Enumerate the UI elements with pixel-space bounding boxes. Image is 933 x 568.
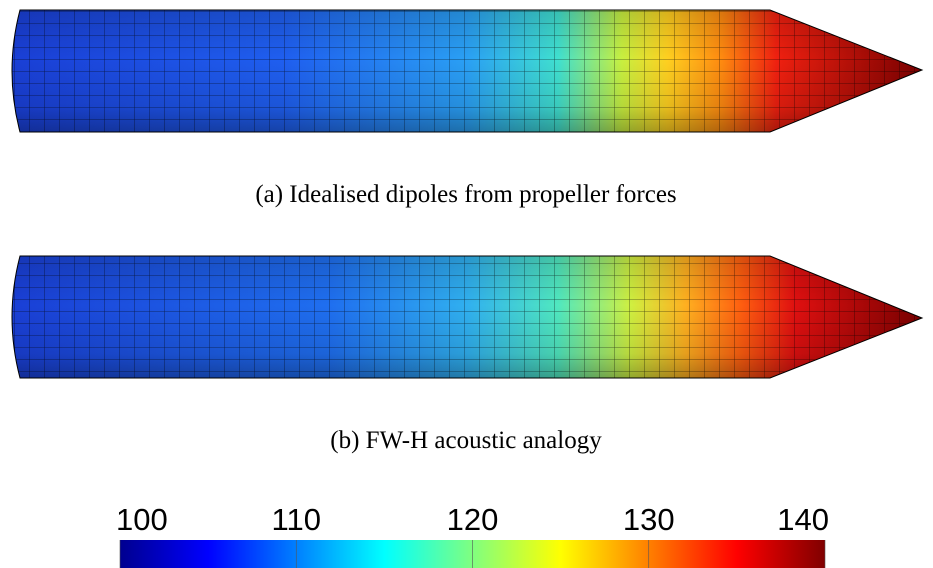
tick-label: 120: [447, 502, 499, 537]
hull-b: [11, 255, 924, 379]
tick-label: 130: [623, 502, 675, 537]
caption: (a) Idealised dipoles from propeller for…: [255, 181, 676, 208]
tick-label: 110: [272, 502, 321, 537]
tick-label: 100: [116, 502, 168, 537]
caption: (b) FW-H acoustic analogy: [330, 427, 602, 454]
tick-label: 140: [777, 502, 829, 537]
hull-a: [11, 9, 924, 133]
